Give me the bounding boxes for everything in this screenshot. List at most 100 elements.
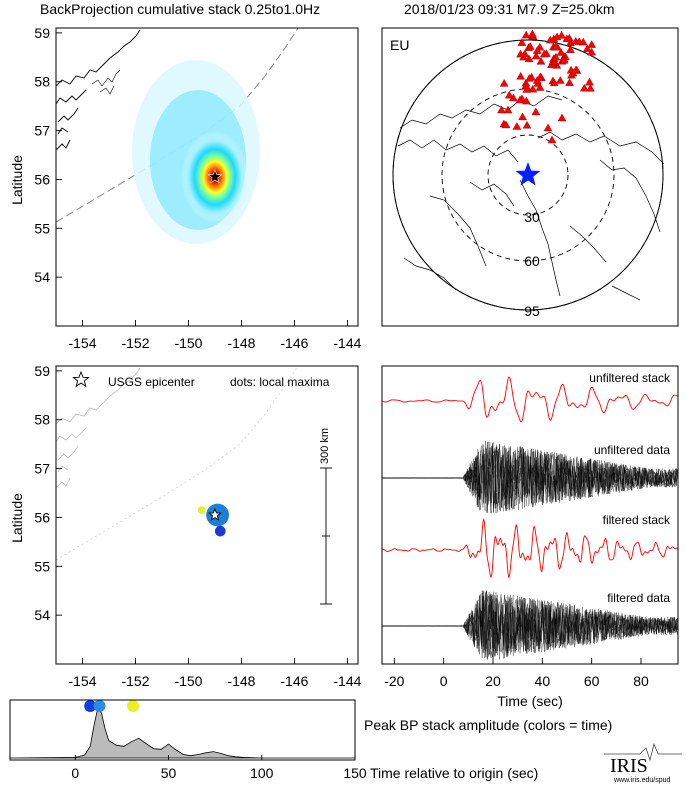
globe-region-label: EU [390,37,409,53]
traces-frame [381,365,679,665]
top-map-content [56,28,299,244]
station-marker [586,83,595,92]
top-xtick-label: -154 [68,335,96,351]
top-xtick-label: -144 [333,335,361,351]
top-ytick-label: 59 [34,25,50,41]
label-bg-filtered-stack [588,512,674,528]
ring-30 [487,134,569,216]
timeline-frame [9,699,356,761]
station-marker [587,40,597,48]
traces-xtick-label: 80 [633,673,649,689]
station-marker [528,84,538,93]
station-marker [580,83,589,92]
station-marker [527,29,537,38]
traces-ticks: -20 0 20 40 60 80 [384,658,649,689]
bottom-xtick-label: -150 [174,673,202,689]
station-marker [531,51,541,60]
coastline [56,29,141,151]
station-marker [545,35,555,44]
timeline-ticks: 0 50 100 150 [71,755,367,781]
unfiltered-stack-trace [382,376,678,423]
station-marker [552,32,562,41]
trace-label-unfiltered-data: unfiltered data [594,443,670,457]
coastline-detail [91,69,121,95]
bottom-map-panel: -154 -152 -150 -148 -146 -144 59 58 57 56 55 54 Lat… [9,363,362,689]
epicenter-star-globe [515,162,541,186]
bottom-ytick-label: 59 [34,363,50,379]
ring-label-30: 30 [524,209,540,225]
filtered-stack-trace [382,518,678,579]
local-maximum-dot [197,506,206,514]
data-trace-bundle [382,590,678,660]
bottom-xtick-label: -152 [121,673,149,689]
coastline-faint [56,367,141,489]
station-marker [557,113,567,122]
station-marker [518,112,527,121]
station-marker [520,49,530,58]
station-marker [531,107,541,116]
bottom-xtick-label: -154 [68,673,96,689]
timeline-xtick-label: 50 [161,765,177,781]
bottom-ytick-label: 56 [34,509,50,525]
station-marker [543,123,553,132]
station-marker [539,49,549,58]
top-map-ticks: -154 -152 -150 -148 -146 -144 59 58 57 56 55 54 [34,25,361,351]
bottom-ytick-label: 57 [34,461,50,477]
station-marker [517,38,527,46]
epicenter-star-top [207,169,223,184]
top-ytick-label: 54 [34,269,50,285]
station-marker [497,105,506,114]
globe-content [392,29,665,311]
top-ytick-label: 57 [34,123,50,139]
station-marker [582,44,592,53]
station-marker [532,76,542,84]
traces-xlabel: Time (sec) [497,693,563,709]
trace-label-unfiltered-stack: unfiltered stack [589,371,671,385]
timeline-xtick-label: 100 [250,765,274,781]
station-marker [532,46,542,54]
station-marker [555,76,565,84]
traces-panel: -20 0 20 40 60 80 unfiltered stack unfiltered… [381,365,679,709]
station-marker [549,78,559,87]
timeline-xlabel: Time relative to origin (sec) [370,765,538,781]
timeline-peaks [84,700,140,712]
traces-xtick-label: 40 [535,673,551,689]
legend-usgs-epicenter: USGS epicenter [108,375,195,389]
trace-label-filtered-stack: filtered stack [603,513,671,527]
timeline-panel: 0 50 100 150 Peak BP stack amplitude (color… [9,699,612,781]
top-ytick-label: 58 [34,74,50,90]
ring-60 [441,88,615,262]
station-marker [522,85,532,93]
bottom-xtick-label: -146 [280,673,308,689]
bottom-xtick-label: -144 [333,673,361,689]
station-marker [557,30,566,39]
local-maxima-dots [197,503,229,537]
bottom-ytick-label: 54 [34,607,50,623]
logo-text: IRIS [610,755,648,777]
label-bg-unfiltered-data [578,442,674,458]
trace-label-filtered-data: filtered data [607,591,670,605]
station-marker [565,78,574,86]
station-marker [535,83,545,91]
station-marker [562,34,572,43]
station-marker [521,30,531,39]
station-markers [497,29,597,144]
scale-bar-label: 300 km [319,428,331,464]
station-marker [503,105,513,114]
top-xtick-label: -148 [227,335,255,351]
top-xtick-label: -152 [121,335,149,351]
station-marker [550,42,560,51]
station-marker [574,37,584,45]
station-marker [536,56,546,65]
top-map-panel: -154 -152 -150 -148 -146 -144 59 58 57 56 55 54 Lat… [9,25,362,351]
station-marker [556,48,566,56]
data-trace-bundle [382,440,678,514]
timeline-xtick-label: 150 [343,765,367,781]
top-map-frame [55,27,359,327]
bottom-ylabel: Latitude [9,493,25,543]
timeline-peak-dot [84,700,97,712]
top-ytick-label: 55 [34,220,50,236]
timeline-area [9,707,355,759]
bottom-map-frame [55,365,359,665]
